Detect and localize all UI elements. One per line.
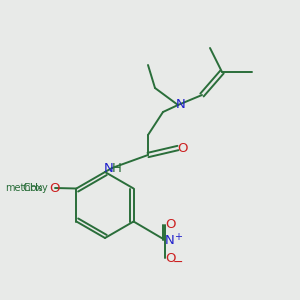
Text: H: H [112, 161, 122, 175]
Text: N: N [165, 233, 175, 247]
Text: −: − [173, 256, 183, 268]
Text: methoxy: methoxy [6, 183, 48, 193]
Text: N: N [176, 98, 186, 112]
Text: +: + [174, 232, 182, 242]
Text: N: N [104, 161, 114, 175]
Text: CH₃: CH₃ [22, 183, 44, 193]
Text: O: O [178, 142, 188, 154]
Text: O: O [165, 251, 175, 265]
Text: O: O [50, 182, 60, 194]
Text: O: O [165, 218, 175, 232]
